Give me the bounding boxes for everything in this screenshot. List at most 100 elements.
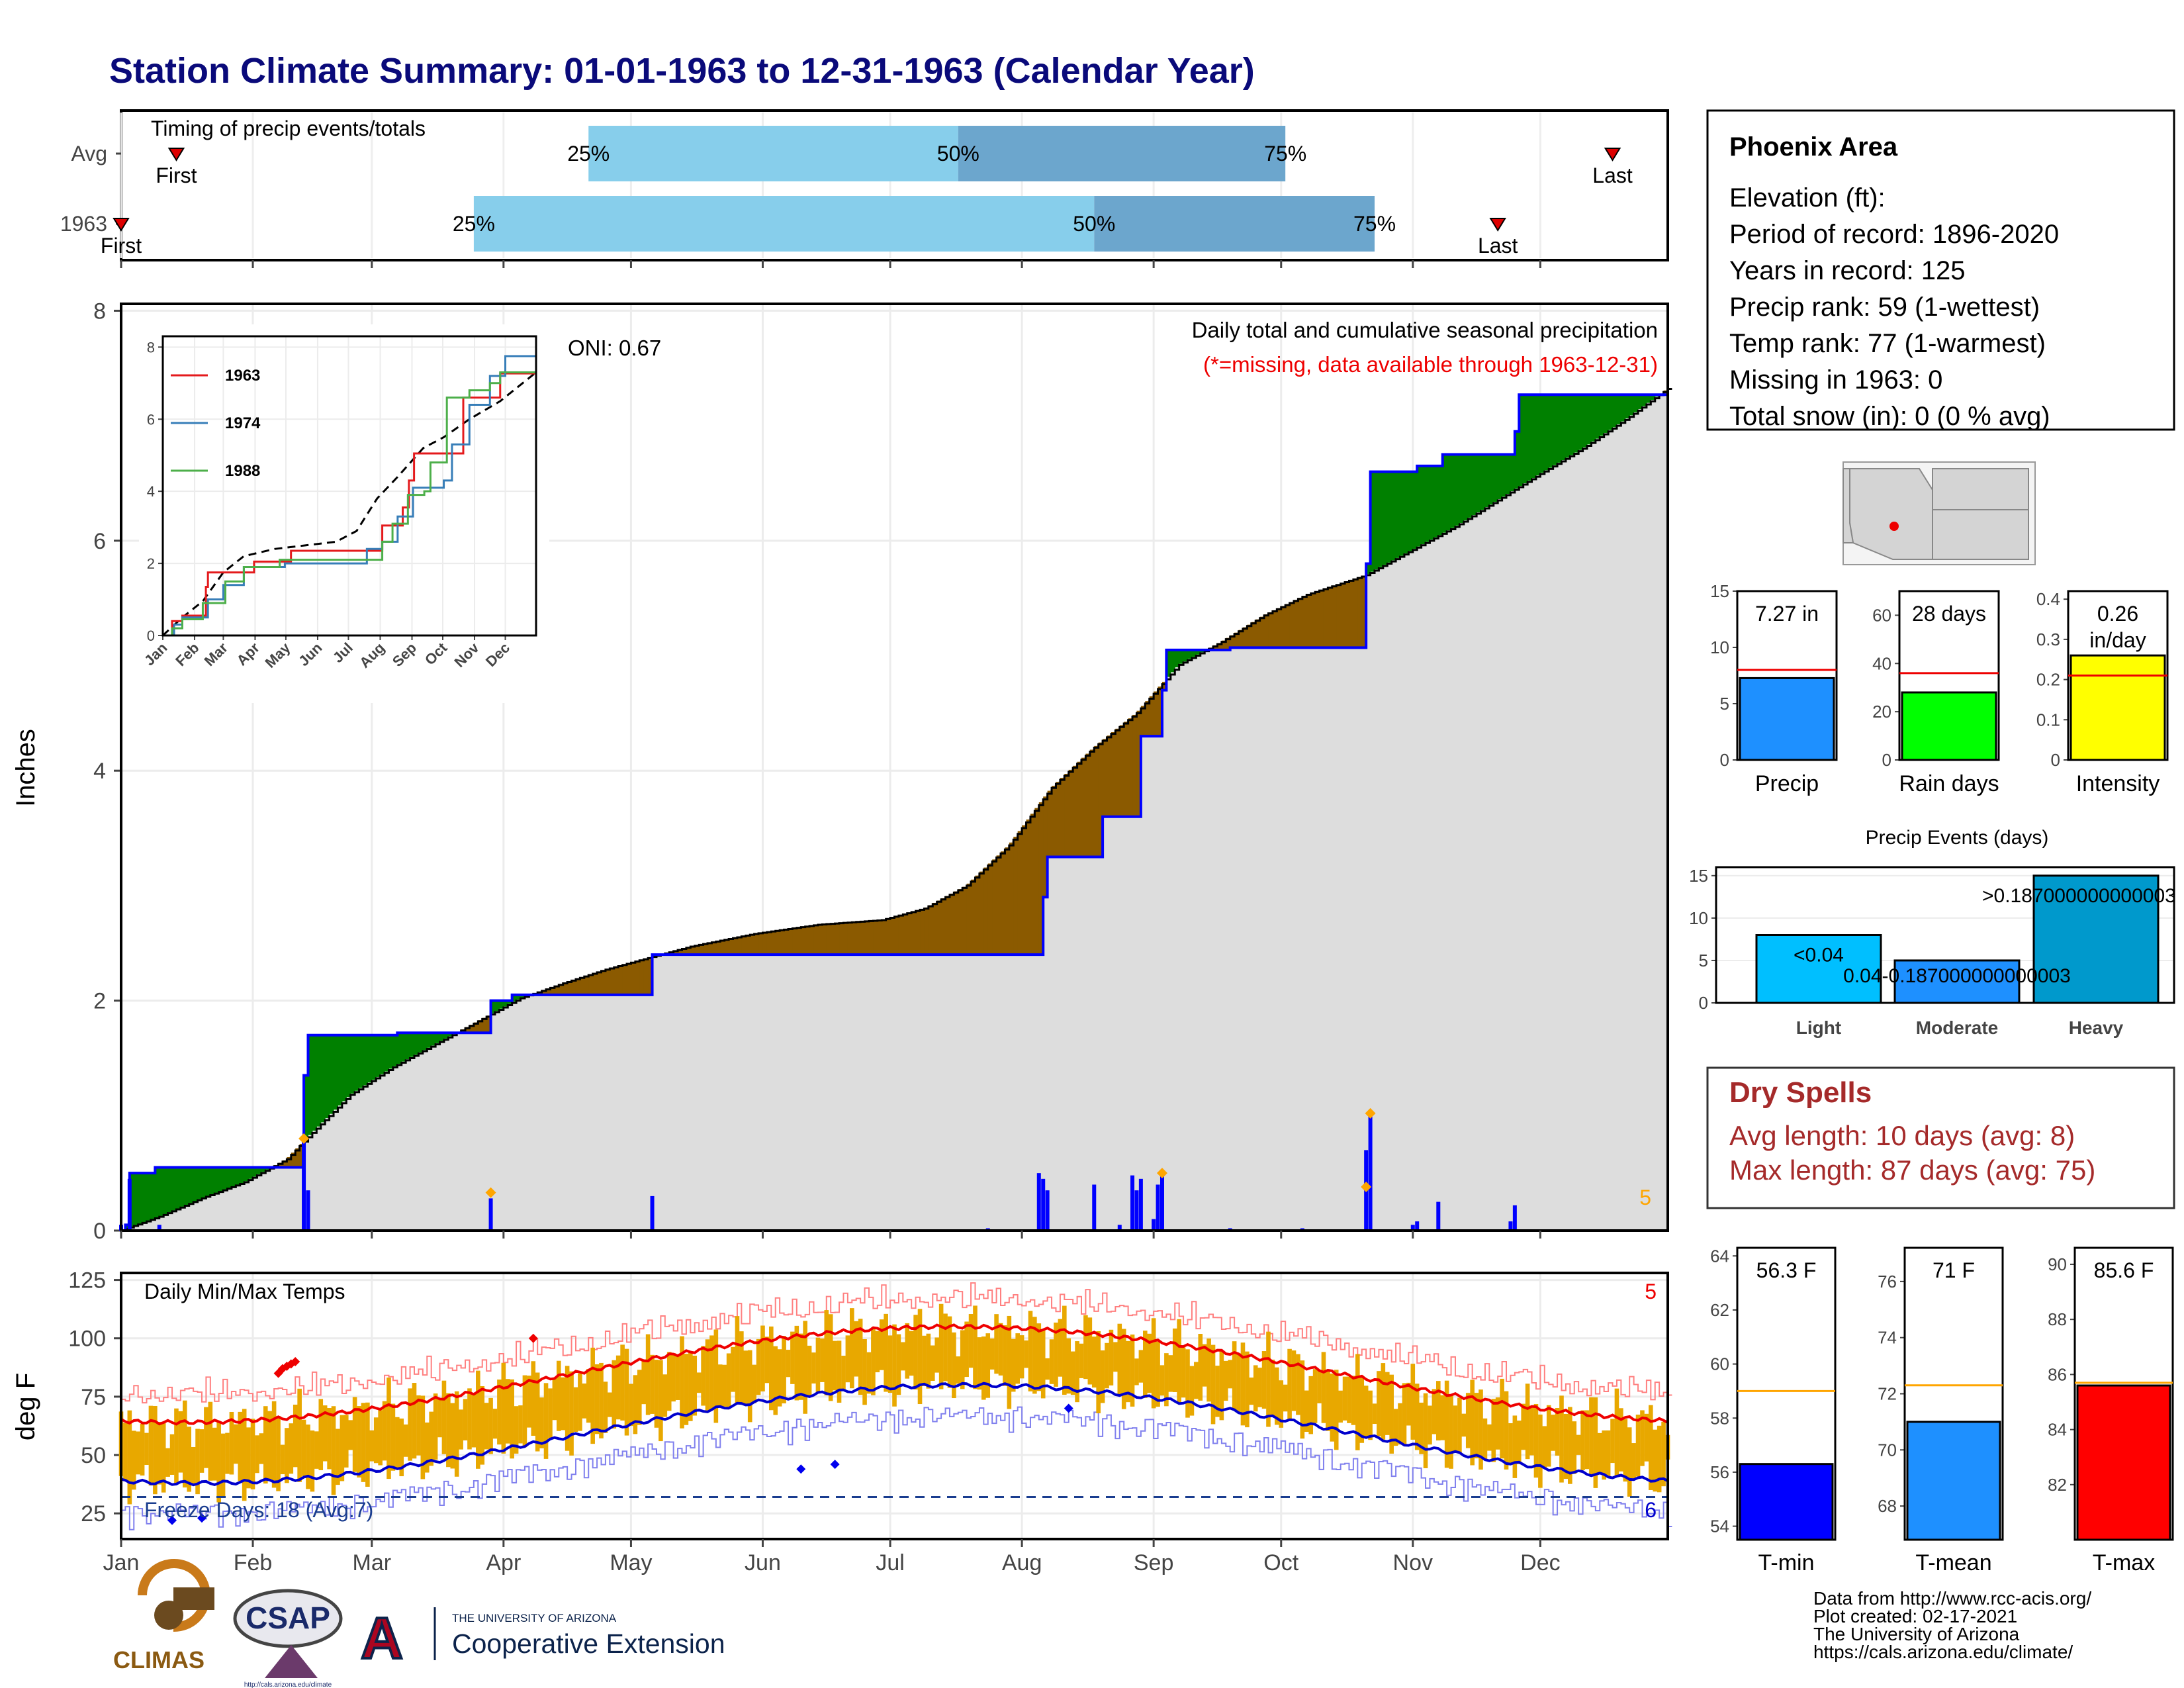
temp-record-low-marker: [197, 1513, 206, 1523]
footer-credit-line: https://cals.arizona.edu/climate/: [1813, 1642, 2073, 1662]
temp-daily-range-bar: [331, 1406, 336, 1495]
temp-max-avg-line: [120, 1323, 1668, 1426]
precip-deficit-fill: [1043, 796, 1048, 898]
temp-daily-range-bar: [153, 1405, 158, 1495]
temp-daily-range-bar: [1508, 1423, 1513, 1464]
temp-daily-range-bar: [373, 1417, 379, 1464]
mini-precip-y-tick-label: 0: [2051, 750, 2060, 770]
precip-surplus-fill: [1477, 454, 1482, 512]
precip-deficit-fill: [580, 977, 585, 995]
temp-daily-range-bar: [1198, 1333, 1203, 1401]
precip-deficit-fill: [762, 932, 768, 955]
precip-deficit-fill: [809, 925, 815, 955]
precip-deficit-fill: [614, 966, 619, 995]
temp-daily-range-bar: [1465, 1393, 1471, 1448]
temp-daily-range-bar: [1202, 1344, 1207, 1387]
temp-daily-range-bar: [696, 1372, 702, 1393]
temp-daily-range-bar: [361, 1403, 366, 1482]
precip-events-chart: Precip Events (days) 0 5 10 15 Light Moderate…: [1689, 827, 2176, 1038]
precip-surplus-fill: [1438, 465, 1443, 536]
precip-deficit-fill: [1272, 610, 1277, 648]
temp-daily-range-bar: [1572, 1421, 1577, 1474]
temp-daily-range-bar: [1436, 1381, 1441, 1441]
precip-deficit-fill: [898, 915, 903, 955]
temp-daily-range-bar: [301, 1419, 306, 1476]
precip-surplus-fill: [231, 1167, 236, 1187]
events-category-label: Moderate: [1916, 1017, 1998, 1038]
precip-surplus-fill: [248, 1167, 253, 1179]
precip-deficit-fill: [703, 943, 708, 955]
precip-surplus-fill: [1455, 454, 1461, 526]
precip-deficit-fill: [920, 909, 925, 955]
precip-deficit-fill: [1259, 616, 1265, 648]
temp-daily-range-bar: [165, 1448, 170, 1477]
temp-daily-range-bar: [633, 1375, 638, 1434]
mini-temp-y-tick-label: 84: [2048, 1420, 2067, 1440]
timing-bar-early: [473, 196, 1095, 252]
precip-deficit-fill: [699, 944, 704, 955]
temp-daily-range-bar: [1279, 1380, 1284, 1428]
precip-deficit-fill: [686, 947, 691, 955]
temp-daily-range-bar: [981, 1336, 986, 1400]
temp-daily-range-bar: [1551, 1415, 1555, 1451]
temp-daily-range-bar: [1368, 1390, 1373, 1440]
temp-daily-range-bar: [259, 1433, 264, 1464]
precip-surplus-fill: [418, 1033, 424, 1053]
precip-deficit-fill: [894, 915, 899, 955]
temp-daily-range-bar: [815, 1337, 821, 1392]
temp-daily-range-bar: [1036, 1323, 1042, 1391]
temp-daily-range-bar: [705, 1339, 710, 1411]
temp-daily-range-bar: [220, 1433, 226, 1497]
precip-surplus-fill: [1196, 649, 1201, 655]
temp-daily-range-bar: [191, 1446, 196, 1486]
temp-daily-range-bar: [1075, 1341, 1079, 1403]
timing-last-label: Last: [1592, 164, 1633, 187]
precip-deficit-fill: [936, 900, 942, 955]
temp-daily-range-bar: [1100, 1350, 1105, 1403]
temp-daily-range-bar: [395, 1417, 400, 1470]
temp-daily-range-bar: [1032, 1317, 1037, 1394]
dry-spells-max: Max length: 87 days (avg: 75): [1729, 1154, 2095, 1186]
temp-daily-range-bar: [1432, 1389, 1437, 1434]
temp-daily-range-bar: [1308, 1376, 1313, 1434]
precip-deficit-fill: [618, 965, 623, 995]
footer-logos: CLIMAS CSAP http://cals.arizona.edu/clim…: [113, 1559, 725, 1688]
precip-deficit-fill: [792, 928, 797, 955]
precip-surplus-fill: [1595, 395, 1600, 439]
temp-daily-range-bar: [1602, 1430, 1606, 1480]
precip-deficit-fill: [715, 941, 721, 955]
mini-precip-value: in/day: [2089, 628, 2146, 652]
temp-daily-range-bar: [603, 1382, 608, 1433]
temp-daily-range-bar: [1516, 1421, 1522, 1464]
precip-surplus-fill: [1625, 395, 1630, 419]
precip-surplus-fill: [1459, 454, 1465, 523]
precip-deficit-fill: [962, 886, 968, 955]
precip-deficit-fill: [605, 968, 610, 995]
temp-daily-range-bar: [854, 1321, 859, 1377]
events-y-tick-label: 0: [1699, 993, 1708, 1013]
precip-surplus-fill: [1527, 395, 1533, 481]
temp-daily-range-bar: [1453, 1405, 1458, 1453]
precip-surplus-fill: [1616, 395, 1621, 424]
temp-daily-range-bar: [518, 1405, 523, 1444]
inset-y-tick-label: 0: [147, 628, 155, 644]
precip-daily-bar: [1045, 1190, 1050, 1231]
precip-surplus-fill: [385, 1035, 390, 1072]
temp-daily-range-bar: [552, 1378, 557, 1421]
precip-deficit-fill: [1060, 778, 1065, 857]
precip-deficit-fill: [1247, 624, 1252, 648]
precip-deficit-fill: [584, 976, 589, 995]
temp-daily-range-bar: [947, 1316, 952, 1388]
temp-daily-range-bar: [1249, 1378, 1254, 1405]
precip-surplus-fill: [308, 1035, 313, 1135]
temp-daily-range-bar: [1414, 1383, 1420, 1450]
temp-daily-range-bar: [561, 1377, 566, 1430]
precip-daily-bar: [302, 1139, 306, 1231]
mini-temp-bar: [1739, 1463, 1834, 1541]
precip-deficit-fill: [784, 929, 789, 955]
precip-surplus-fill: [1383, 471, 1388, 565]
precip-deficit-fill: [966, 883, 972, 955]
precip-deficit-fill: [559, 984, 564, 995]
precip-deficit-fill: [610, 968, 615, 995]
temp-daily-range-bar: [378, 1410, 383, 1466]
